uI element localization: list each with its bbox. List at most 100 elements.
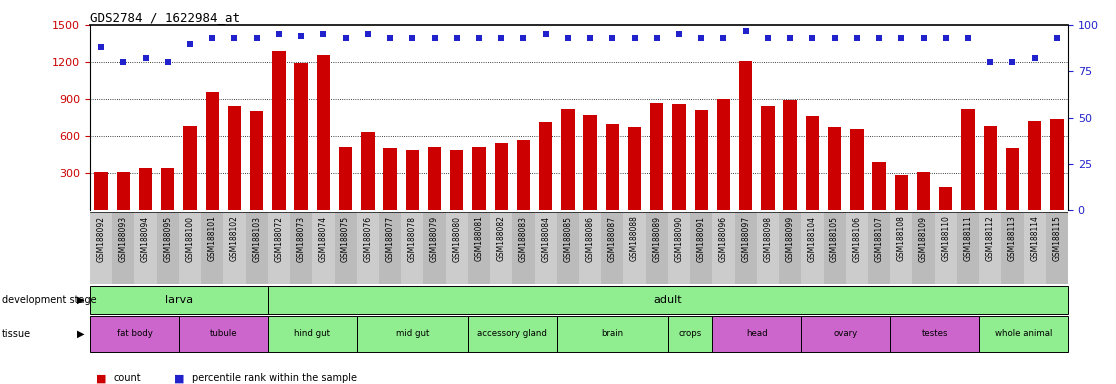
Point bbox=[581, 35, 599, 41]
Point bbox=[203, 35, 221, 41]
Bar bbox=[468, 212, 490, 284]
Point bbox=[959, 35, 976, 41]
Text: whole animal: whole animal bbox=[994, 329, 1052, 339]
Point bbox=[492, 35, 510, 41]
Bar bbox=[846, 212, 868, 284]
Bar bbox=[268, 212, 290, 284]
Text: GSM188095: GSM188095 bbox=[163, 215, 172, 262]
Text: GSM188114: GSM188114 bbox=[1030, 215, 1039, 262]
Bar bbox=[667, 316, 712, 352]
Bar bbox=[779, 212, 801, 284]
Bar bbox=[317, 55, 330, 210]
Bar bbox=[557, 316, 667, 352]
Bar bbox=[873, 162, 886, 210]
Point bbox=[382, 35, 400, 41]
Bar bbox=[113, 212, 134, 284]
Point bbox=[315, 31, 333, 37]
Bar bbox=[739, 61, 752, 210]
Bar bbox=[561, 109, 575, 210]
Bar bbox=[384, 148, 396, 210]
Text: GSM188091: GSM188091 bbox=[696, 215, 705, 262]
Point bbox=[893, 35, 911, 41]
Bar bbox=[250, 111, 263, 210]
Text: GSM188079: GSM188079 bbox=[430, 215, 439, 262]
Bar bbox=[672, 104, 685, 210]
Bar bbox=[512, 212, 535, 284]
Bar bbox=[268, 316, 357, 352]
Point bbox=[781, 35, 799, 41]
Bar bbox=[335, 212, 357, 284]
Bar bbox=[961, 109, 974, 210]
Text: GSM188112: GSM188112 bbox=[985, 215, 994, 262]
Text: GSM188102: GSM188102 bbox=[230, 215, 239, 262]
Bar bbox=[357, 316, 468, 352]
Text: GSM188090: GSM188090 bbox=[674, 215, 683, 262]
Text: ▶: ▶ bbox=[77, 329, 85, 339]
Bar bbox=[290, 212, 312, 284]
Text: GSM188077: GSM188077 bbox=[385, 215, 395, 262]
Bar bbox=[468, 316, 557, 352]
Point bbox=[115, 59, 133, 65]
Text: percentile rank within the sample: percentile rank within the sample bbox=[192, 373, 356, 383]
Bar bbox=[939, 187, 952, 210]
Bar bbox=[579, 212, 602, 284]
Bar bbox=[757, 212, 779, 284]
Point bbox=[448, 35, 465, 41]
Text: GSM188081: GSM188081 bbox=[474, 215, 483, 262]
Bar bbox=[868, 212, 891, 284]
Point bbox=[1048, 35, 1066, 41]
Text: GSM188092: GSM188092 bbox=[97, 215, 106, 262]
Point bbox=[136, 55, 154, 61]
Bar bbox=[979, 316, 1068, 352]
Text: larva: larva bbox=[165, 295, 193, 305]
Text: GSM188083: GSM188083 bbox=[519, 215, 528, 262]
Point bbox=[848, 35, 866, 41]
Bar bbox=[357, 212, 379, 284]
Text: GSM188088: GSM188088 bbox=[631, 215, 639, 262]
Bar bbox=[1050, 119, 1064, 210]
Bar bbox=[201, 212, 223, 284]
Text: GSM188075: GSM188075 bbox=[341, 215, 350, 262]
Bar bbox=[423, 212, 445, 284]
Point bbox=[759, 35, 777, 41]
Bar bbox=[401, 212, 423, 284]
Bar bbox=[716, 99, 730, 210]
Bar bbox=[761, 106, 775, 210]
Text: GSM188110: GSM188110 bbox=[941, 215, 950, 262]
Point bbox=[559, 35, 577, 41]
Bar bbox=[584, 115, 597, 210]
Point bbox=[804, 35, 821, 41]
Bar bbox=[427, 147, 441, 210]
Text: GSM188105: GSM188105 bbox=[830, 215, 839, 262]
Bar bbox=[90, 212, 113, 284]
Bar bbox=[445, 212, 468, 284]
Bar bbox=[913, 212, 934, 284]
Text: ■: ■ bbox=[96, 373, 106, 383]
Point bbox=[93, 44, 110, 50]
Text: GSM188073: GSM188073 bbox=[297, 215, 306, 262]
Text: GSM188107: GSM188107 bbox=[875, 215, 884, 262]
Bar bbox=[783, 100, 797, 210]
Bar bbox=[183, 126, 196, 210]
Text: fat body: fat body bbox=[116, 329, 153, 339]
Text: tubule: tubule bbox=[210, 329, 238, 339]
Bar bbox=[379, 212, 401, 284]
Bar bbox=[223, 212, 246, 284]
Bar bbox=[535, 212, 557, 284]
Point bbox=[292, 33, 310, 39]
Bar bbox=[90, 286, 268, 314]
Point bbox=[270, 31, 288, 37]
Text: GSM188094: GSM188094 bbox=[141, 215, 150, 262]
Point bbox=[648, 35, 666, 41]
Text: GSM188096: GSM188096 bbox=[719, 215, 728, 262]
Bar bbox=[156, 212, 179, 284]
Text: GSM188103: GSM188103 bbox=[252, 215, 261, 262]
Text: head: head bbox=[745, 329, 768, 339]
Bar bbox=[205, 92, 219, 210]
Text: GSM188086: GSM188086 bbox=[586, 215, 595, 262]
Bar bbox=[801, 212, 824, 284]
Point bbox=[537, 31, 555, 37]
Bar bbox=[161, 168, 174, 210]
Bar bbox=[405, 149, 418, 210]
Text: count: count bbox=[114, 373, 141, 383]
